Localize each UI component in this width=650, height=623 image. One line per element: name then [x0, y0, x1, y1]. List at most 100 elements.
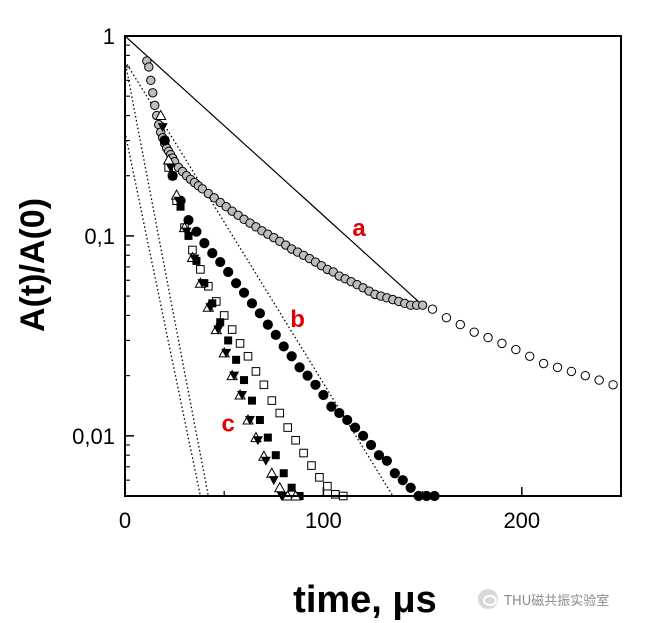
point-s6-9 — [229, 371, 240, 381]
point-s6-14 — [268, 476, 279, 486]
point-s2-28 — [381, 455, 392, 466]
x-tick-label-1: 100 — [305, 508, 342, 533]
y-axis-title: A(t)/A(0) — [14, 198, 52, 332]
point-s4-3 — [184, 231, 193, 240]
point-s4-2 — [176, 202, 185, 211]
point-s2-29 — [389, 468, 400, 479]
point-s1-0 — [427, 304, 438, 314]
point-s1-4 — [483, 332, 493, 343]
point-s0-1 — [144, 62, 154, 72]
point-s2-25 — [357, 430, 369, 441]
point-s6-2 — [173, 196, 184, 206]
point-s6-5 — [197, 279, 208, 289]
point-s1-1 — [441, 312, 452, 323]
point-s2-23 — [342, 414, 353, 426]
point-s2-9 — [231, 278, 242, 289]
point-s2-4 — [191, 226, 202, 237]
point-s6-7 — [213, 325, 224, 335]
point-s2-17 — [294, 362, 305, 373]
point-s2-30 — [397, 475, 408, 486]
fit-line-0 — [124, 35, 424, 306]
point-s4-7 — [216, 318, 225, 327]
point-s1-10 — [566, 366, 577, 377]
point-s2-31 — [405, 482, 416, 493]
point-s4-8 — [224, 336, 233, 345]
point-s1-13 — [608, 380, 618, 390]
point-s6-6 — [205, 303, 216, 313]
point-s0-58 — [417, 300, 428, 310]
point-s3-11 — [251, 367, 261, 376]
point-s3-9 — [235, 339, 245, 348]
point-s1-11 — [580, 370, 590, 381]
point-s2-16 — [286, 351, 297, 362]
point-s4-9 — [232, 355, 241, 364]
point-s1-2 — [455, 319, 465, 330]
point-s3-20 — [323, 481, 332, 491]
point-s6-4 — [189, 254, 200, 264]
point-s1-9 — [552, 362, 563, 373]
point-s2-27 — [373, 450, 385, 461]
point-s3-7 — [219, 311, 229, 320]
point-s6-8 — [221, 348, 232, 358]
point-s2-7 — [215, 256, 226, 268]
point-s3-18 — [307, 461, 316, 470]
point-s4-10 — [240, 376, 249, 385]
y-tick-label-1: 0,1 — [84, 224, 115, 249]
point-s3-13 — [267, 396, 277, 405]
point-s3-4 — [196, 265, 205, 274]
point-s3-19 — [315, 473, 324, 482]
curve-label-b: b — [290, 306, 305, 333]
point-s1-5 — [497, 338, 507, 349]
point-s0-2 — [146, 75, 156, 86]
wechat-icon — [478, 589, 498, 609]
fit-line-2 — [124, 60, 209, 497]
fit-line-3 — [124, 132, 202, 497]
point-s4-12 — [255, 415, 264, 424]
point-s3-10 — [243, 351, 253, 361]
point-s3-8 — [227, 325, 237, 334]
point-s3-14 — [275, 408, 285, 418]
point-s2-21 — [326, 401, 337, 412]
point-s4-0 — [160, 136, 169, 145]
x-axis-title: time, μs — [293, 579, 437, 621]
point-s4-11 — [247, 396, 256, 405]
x-tick-label-0: 0 — [119, 508, 131, 533]
point-s6-11 — [244, 415, 255, 425]
y-tick-label-0: 1 — [103, 24, 115, 49]
point-s6-10 — [237, 391, 248, 401]
point-s2-11 — [246, 298, 258, 309]
point-s1-8 — [538, 358, 549, 369]
point-s2-6 — [207, 248, 218, 259]
point-s2-26 — [365, 439, 377, 451]
point-s2-22 — [334, 407, 345, 419]
point-s1-6 — [511, 344, 521, 355]
point-s1-7 — [525, 351, 535, 361]
x-tick-label-2: 200 — [503, 508, 540, 533]
curve-labels: a b c — [221, 215, 366, 438]
point-s2-24 — [350, 422, 361, 433]
point-s1-3 — [469, 327, 479, 337]
point-s6-3 — [181, 227, 192, 237]
point-s5-0 — [154, 109, 167, 121]
fit-line-1 — [124, 60, 394, 497]
curve-label-c: c — [221, 411, 234, 438]
point-s1-12 — [594, 375, 604, 385]
point-s2-20 — [318, 389, 329, 401]
point-s2-5 — [199, 238, 210, 249]
point-s4-14 — [271, 451, 280, 460]
plot-frame — [124, 35, 622, 497]
point-s0-3 — [148, 88, 158, 98]
point-s0-4 — [150, 100, 160, 111]
point-s3-17 — [299, 448, 308, 458]
point-s6-12 — [252, 436, 263, 446]
point-s2-15 — [278, 341, 289, 352]
point-s6-13 — [260, 456, 271, 466]
point-s3-15 — [283, 423, 292, 432]
fit-lines — [124, 35, 424, 497]
point-s2-13 — [262, 319, 273, 330]
point-s6-1 — [165, 163, 176, 173]
point-s6-0 — [157, 123, 168, 133]
point-s3-12 — [259, 380, 269, 390]
data-markers — [142, 56, 618, 502]
